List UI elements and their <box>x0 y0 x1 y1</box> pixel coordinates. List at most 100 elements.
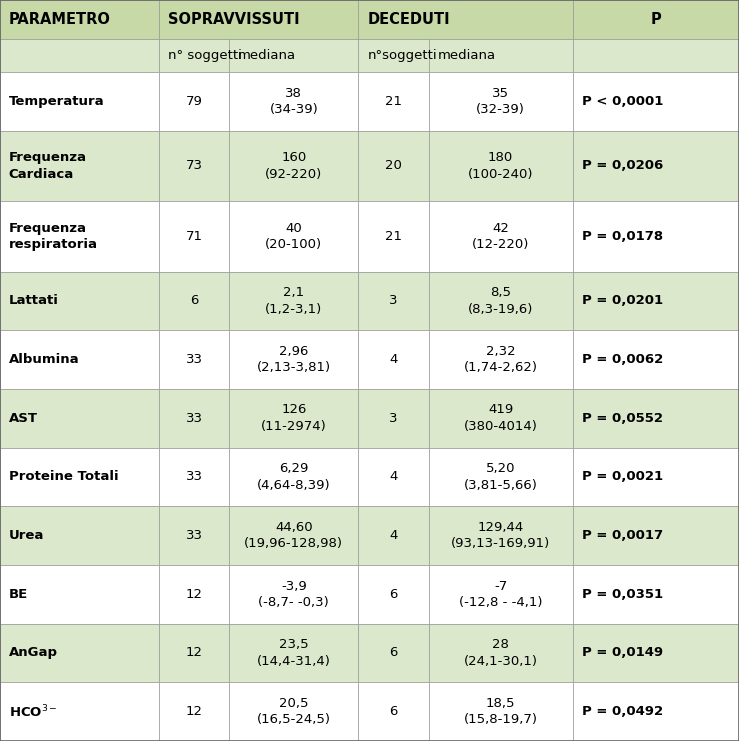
Text: 6,29
(4,64-8,39): 6,29 (4,64-8,39) <box>257 462 330 492</box>
Text: 129,44
(93,13-169,91): 129,44 (93,13-169,91) <box>451 521 551 551</box>
Bar <box>229 330 358 389</box>
Text: HCO$^{3-}$: HCO$^{3-}$ <box>9 703 58 720</box>
Bar <box>229 389 358 448</box>
Text: 20,5
(16,5-24,5): 20,5 (16,5-24,5) <box>256 697 331 726</box>
Bar <box>429 330 573 389</box>
Text: 6: 6 <box>389 705 398 718</box>
Bar <box>159 506 229 565</box>
Bar <box>159 682 229 741</box>
Bar <box>429 39 573 72</box>
Bar <box>429 389 573 448</box>
Text: P = 0,0021: P = 0,0021 <box>582 471 663 483</box>
Text: 160
(92-220): 160 (92-220) <box>265 151 322 181</box>
Text: 5,20
(3,81-5,66): 5,20 (3,81-5,66) <box>464 462 537 492</box>
Bar <box>159 72 229 130</box>
Text: Albumina: Albumina <box>9 353 80 366</box>
Bar <box>358 330 429 389</box>
Bar <box>573 682 739 741</box>
Text: P = 0,0062: P = 0,0062 <box>582 353 663 366</box>
Bar <box>358 506 429 565</box>
Bar <box>229 448 358 506</box>
Bar <box>229 624 358 682</box>
Bar <box>358 0 573 39</box>
Text: 33: 33 <box>185 412 202 425</box>
Bar <box>358 72 429 130</box>
Bar <box>0 330 159 389</box>
Bar <box>0 72 159 130</box>
Bar <box>0 682 159 741</box>
Bar <box>573 39 739 72</box>
Text: Frequenza
Cardiaca: Frequenza Cardiaca <box>9 151 87 181</box>
Bar <box>229 682 358 741</box>
Text: 2,96
(2,13-3,81): 2,96 (2,13-3,81) <box>256 345 331 374</box>
Text: 126
(11-2974): 126 (11-2974) <box>261 404 327 433</box>
Bar <box>0 624 159 682</box>
Text: PARAMETRO: PARAMETRO <box>9 12 111 27</box>
Text: 3: 3 <box>389 294 398 308</box>
Bar <box>358 682 429 741</box>
Text: SOPRAVVISSUTI: SOPRAVVISSUTI <box>168 12 299 27</box>
Bar <box>229 130 358 201</box>
Bar <box>159 201 229 271</box>
Text: Lattati: Lattati <box>9 294 58 308</box>
Text: P = 0,0351: P = 0,0351 <box>582 588 663 601</box>
Bar <box>573 624 739 682</box>
Text: P = 0,0552: P = 0,0552 <box>582 412 663 425</box>
Text: 6: 6 <box>389 588 398 601</box>
Text: AST: AST <box>9 412 38 425</box>
Text: 42
(12-220): 42 (12-220) <box>472 222 529 251</box>
Text: 6: 6 <box>190 294 198 308</box>
Bar <box>358 565 429 624</box>
Text: P < 0,0001: P < 0,0001 <box>582 95 663 108</box>
Bar <box>159 389 229 448</box>
Text: -7
(-12,8 - -4,1): -7 (-12,8 - -4,1) <box>459 579 542 609</box>
Bar <box>429 448 573 506</box>
Text: 12: 12 <box>185 646 202 659</box>
Bar <box>429 682 573 741</box>
Bar <box>0 0 159 39</box>
Text: -3,9
(-8,7- -0,3): -3,9 (-8,7- -0,3) <box>259 579 329 609</box>
Text: 3: 3 <box>389 412 398 425</box>
Text: 419
(380-4014): 419 (380-4014) <box>464 404 537 433</box>
Bar <box>358 201 429 271</box>
Text: 12: 12 <box>185 588 202 601</box>
Text: P = 0,0492: P = 0,0492 <box>582 705 663 718</box>
Text: mediana: mediana <box>238 49 296 62</box>
Text: 12: 12 <box>185 705 202 718</box>
Text: 21: 21 <box>385 230 402 243</box>
Bar <box>429 565 573 624</box>
Text: 21: 21 <box>385 95 402 108</box>
Text: 40
(20-100): 40 (20-100) <box>265 222 322 251</box>
Bar <box>229 72 358 130</box>
Text: 71: 71 <box>185 230 202 243</box>
Bar <box>429 624 573 682</box>
Bar <box>159 130 229 201</box>
Bar <box>0 130 159 201</box>
Bar <box>573 130 739 201</box>
Text: Urea: Urea <box>9 529 44 542</box>
Bar <box>358 448 429 506</box>
Text: 18,5
(15,8-19,7): 18,5 (15,8-19,7) <box>463 697 538 726</box>
Text: 79: 79 <box>185 95 202 108</box>
Text: n° soggetti: n° soggetti <box>168 49 242 62</box>
Text: Frequenza
respiratoria: Frequenza respiratoria <box>9 222 98 251</box>
Bar <box>573 271 739 330</box>
Bar <box>429 130 573 201</box>
Bar <box>0 201 159 271</box>
Bar <box>573 506 739 565</box>
Text: 4: 4 <box>389 471 398 483</box>
Bar <box>573 565 739 624</box>
Bar <box>159 271 229 330</box>
Bar <box>229 506 358 565</box>
Bar <box>573 389 739 448</box>
Bar <box>358 271 429 330</box>
Text: 4: 4 <box>389 529 398 542</box>
Text: P = 0,0178: P = 0,0178 <box>582 230 663 243</box>
Text: AnGap: AnGap <box>9 646 58 659</box>
Text: 33: 33 <box>185 353 202 366</box>
Bar <box>573 448 739 506</box>
Text: P = 0,0149: P = 0,0149 <box>582 646 663 659</box>
Bar <box>159 565 229 624</box>
Text: 20: 20 <box>385 159 402 173</box>
Text: mediana: mediana <box>437 49 496 62</box>
